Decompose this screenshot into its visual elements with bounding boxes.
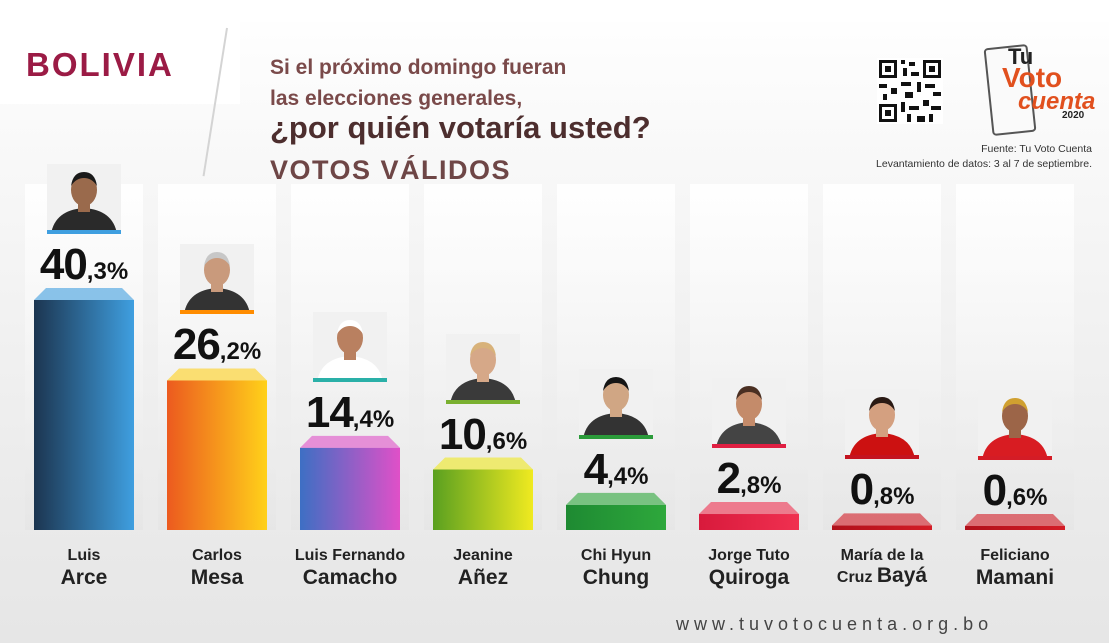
candidate-last-name-prefix: Cruz (836, 569, 877, 586)
bar-lane (25, 184, 143, 530)
candidate-first-name: María de la (840, 547, 924, 564)
logo-cuenta: cuenta (1018, 88, 1096, 115)
candidate-name: Chi Hyun Chung (550, 546, 682, 590)
top-strip (0, 0, 1109, 22)
candidate-last-name: Cruz Bayá (816, 564, 948, 588)
candidate-name: Luis Arce (18, 546, 150, 590)
candidate-portrait-icon (180, 244, 254, 315)
source-line-1: Fuente: Tu Voto Cuenta (981, 143, 1092, 155)
candidate-first-name: Luis (67, 547, 101, 564)
data-label: 0,8% (807, 465, 957, 515)
data-label-integer: 10 (438, 409, 487, 459)
data-label-decimal: ,6% (485, 427, 528, 455)
candidate-first-name: Jorge Tuto (708, 547, 790, 564)
candidate-last-name: Mamani (975, 566, 1055, 589)
data-label-integer: 40 (39, 240, 88, 289)
data-label: 2,8% (674, 454, 824, 504)
bar-lane (823, 184, 941, 530)
country-title: BOLIVIA (26, 46, 174, 83)
data-label-integer: 0 (982, 466, 1008, 515)
logo-voto: Voto (1002, 62, 1063, 93)
candidate-portrait-icon (446, 333, 520, 404)
data-label: 4,4% (541, 445, 691, 495)
question-intro: Si el próximo domingo fueran las eleccio… (270, 52, 566, 114)
tu-voto-cuenta-logo: Tu Voto cuenta 2020 (983, 43, 1096, 137)
candidate-name: Carlos Mesa (151, 546, 283, 590)
candidate-last-name-main: Bayá (876, 564, 928, 587)
candidate-last-name: Añez (457, 566, 509, 589)
data-label: 14,4% (275, 388, 425, 438)
data-label: 26,2% (142, 320, 292, 370)
candidate-portrait-icon (978, 390, 1052, 460)
candidate-name: María de la Cruz Bayá (816, 546, 948, 588)
question-main: ¿por quién votaría usted? (270, 110, 651, 145)
chart-subtitle: VOTOS VÁLIDOS (270, 155, 512, 185)
candidate-first-name: Feliciano (980, 547, 1050, 564)
candidate-last-name: Arce (60, 566, 108, 589)
data-label-decimal: ,8% (740, 472, 782, 500)
candidate-portrait-icon (845, 389, 919, 460)
candidate-last-name: Camacho (302, 566, 398, 589)
data-label-decimal: ,8% (873, 483, 915, 511)
source-line-2: Levantamiento de datos: 3 al 7 de septie… (876, 158, 1092, 170)
candidate-portrait-icon (579, 368, 653, 439)
candidate-last-name: Mesa (190, 566, 244, 589)
data-label: 40,3% (9, 240, 159, 290)
data-label-decimal: ,4% (352, 405, 395, 433)
data-label: 10,6% (408, 410, 558, 460)
data-label-integer: 4 (583, 444, 609, 494)
data-label-decimal: ,2% (219, 338, 262, 366)
candidate-portrait-icon (712, 378, 786, 449)
source-note: Fuente: Tu Voto Cuenta Levantamiento de … (876, 142, 1092, 172)
data-label-decimal: ,6% (1006, 484, 1048, 511)
qr-code-icon (877, 58, 943, 124)
question-line-1: Si el próximo domingo fueran (270, 56, 567, 79)
data-label-decimal: ,3% (86, 258, 129, 285)
candidate-name: Luis Fernando Camacho (284, 546, 416, 590)
candidate-name: Jorge Tuto Quiroga (683, 546, 815, 590)
country-panel (0, 22, 240, 104)
footer-url[interactable]: www.tuvotocuenta.org.bo (676, 614, 994, 634)
data-label-integer: 14 (305, 387, 354, 437)
bar-lane (956, 184, 1074, 530)
candidate-first-name: Carlos (192, 547, 242, 564)
candidate-last-name: Quiroga (708, 566, 790, 589)
data-label-integer: 26 (172, 320, 221, 370)
candidate-first-name: Jeanine (453, 547, 513, 564)
candidate-first-name: Luis Fernando (294, 547, 406, 564)
data-label-decimal: ,4% (607, 462, 649, 490)
data-label-integer: 0 (849, 465, 875, 515)
logo-tu: Tu (1008, 44, 1034, 69)
bar-lane (557, 184, 675, 530)
question-line-2: las elecciones generales, (270, 87, 523, 110)
candidate-name: Jeanine Añez (417, 546, 549, 590)
candidate-name: Feliciano Mamani (949, 546, 1081, 590)
candidate-first-name: Chi Hyun (580, 547, 652, 564)
candidate-portrait-icon (47, 164, 121, 234)
logo-year: 2020 (1062, 110, 1085, 121)
data-label: 0,6% (940, 466, 1090, 516)
bar-lane (690, 184, 808, 530)
data-label-integer: 2 (716, 454, 742, 504)
candidate-last-name: Chung (582, 566, 650, 589)
candidate-portrait-icon (313, 311, 387, 382)
